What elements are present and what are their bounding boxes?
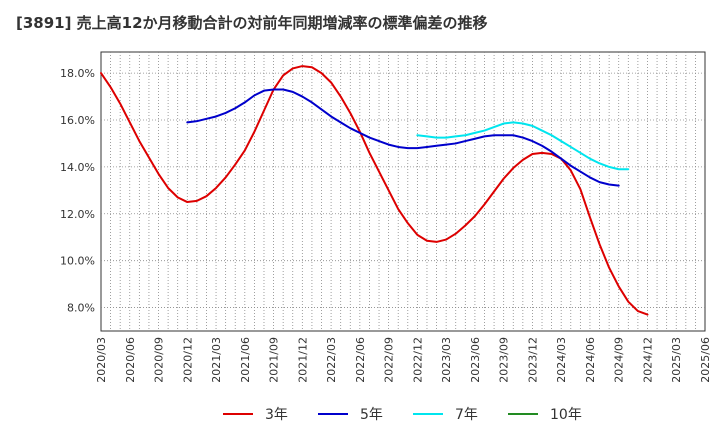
x-tick-label: 2021/12 <box>296 337 309 383</box>
x-tick-label: 2022/03 <box>325 337 338 383</box>
x-tick-label: 2024/03 <box>555 337 568 383</box>
y-tick-label: 14.0% <box>60 161 95 174</box>
legend-label: 5年 <box>360 407 383 423</box>
legend-label: 10年 <box>550 407 582 423</box>
x-tick-label: 2023/12 <box>526 337 539 383</box>
x-tick-label: 2020/03 <box>95 337 108 383</box>
x-tick-label: 2024/09 <box>613 337 626 383</box>
chart-title: [3891] 売上高12か月移動合計の対前年同期増減率の標準偏差の推移 <box>16 14 488 32</box>
plot-area <box>100 51 706 332</box>
x-tick-label: 2023/09 <box>498 337 511 383</box>
y-tick-label: 18.0% <box>60 67 95 80</box>
x-tick-label: 2025/03 <box>670 337 683 383</box>
y-tick-label: 16.0% <box>60 114 95 127</box>
x-tick-label: 2022/06 <box>354 337 367 383</box>
y-tick-label: 10.0% <box>60 255 95 268</box>
y-tick-label: 12.0% <box>60 208 95 221</box>
series-line <box>416 121 630 171</box>
series-line <box>186 88 620 187</box>
x-tick-label: 2021/09 <box>268 337 281 383</box>
x-tick-label: 2021/03 <box>210 337 223 383</box>
x-tick-label: 2020/06 <box>124 337 137 383</box>
x-tick-label: 2022/12 <box>411 337 424 383</box>
legend-label: 7年 <box>455 407 478 423</box>
x-tick-label: 2024/12 <box>641 337 654 383</box>
x-tick-label: 2020/09 <box>153 337 166 383</box>
x-tick-label: 2025/06 <box>699 337 712 383</box>
x-tick-label: 2021/06 <box>239 337 252 383</box>
x-tick-label: 2020/12 <box>181 337 194 383</box>
y-tick-label: 8.0% <box>67 302 95 315</box>
x-tick-label: 2023/03 <box>440 337 453 383</box>
x-tick-label: 2024/06 <box>584 337 597 383</box>
legend-label: 3年 <box>265 407 288 423</box>
x-tick-label: 2022/09 <box>383 337 396 383</box>
x-tick-label: 2023/06 <box>469 337 482 383</box>
